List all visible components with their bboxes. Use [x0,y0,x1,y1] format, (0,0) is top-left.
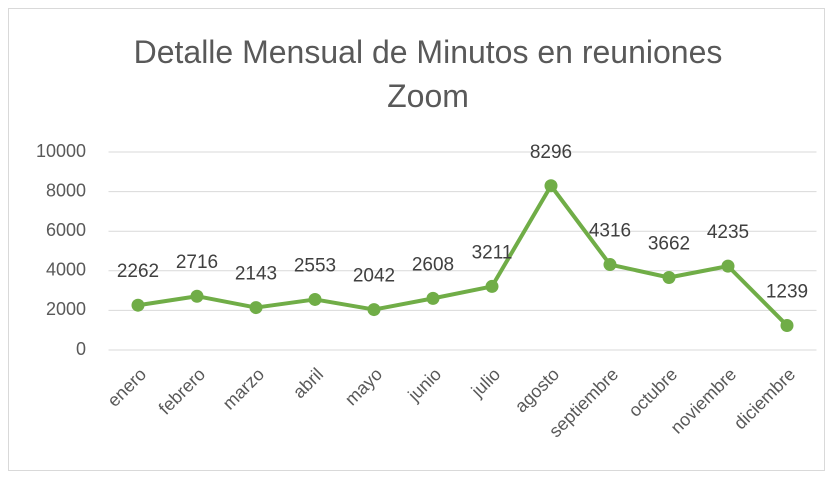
y-tick-label: 6000 [46,220,86,240]
x-tick-label: febrero [155,364,209,418]
chart-title: Detalle Mensual de Minutos en reuniones … [133,34,723,114]
data-label: 4235 [707,222,749,243]
data-label: 2553 [294,255,336,276]
x-tick-label: abril [289,364,327,402]
x-tick-label: marzo [219,364,269,414]
data-label: 2143 [235,264,277,285]
x-tick-label: diciembre [730,364,799,433]
y-tick-label: 4000 [46,260,86,280]
marker [426,291,440,305]
marker [131,298,145,312]
data-label: 3211 [472,242,513,263]
marker [190,289,204,303]
marker [780,318,794,332]
marker [249,301,263,315]
x-tick-label: enero [103,364,150,411]
y-tick-label: 0 [76,339,86,359]
data-label: 2716 [176,252,218,273]
x-tick-label: julio [467,364,504,401]
data-label: 1239 [766,281,808,302]
y-tick-label: 10000 [36,141,86,161]
marker [603,258,617,272]
data-label: 2608 [412,254,454,275]
chart-border [8,8,825,471]
line [137,183,789,327]
x-tick-label: mayo [341,364,386,409]
marker [721,259,735,273]
marker [662,270,676,284]
x-tick-label: agosto [511,364,563,416]
marker [485,279,499,293]
x-tick-label: octubre [625,364,682,421]
marker [367,303,381,317]
data-label: 2042 [353,266,395,287]
data-label: 8296 [530,142,572,163]
data-label: 3662 [648,234,690,255]
marker [544,179,558,193]
y-tick-label: 2000 [46,299,86,319]
data-label: 4316 [589,221,631,242]
marker [308,292,322,306]
x-tick-label: junio [403,364,445,406]
data-label: 2262 [117,261,159,282]
y-tick-label: 8000 [46,180,86,200]
